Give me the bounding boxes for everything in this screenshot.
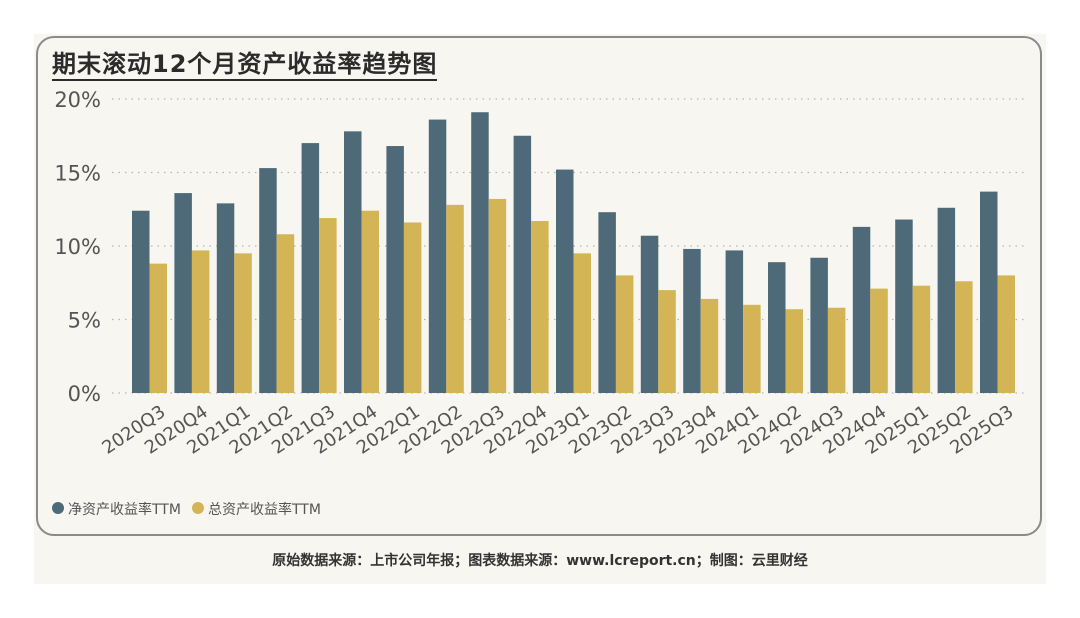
bar-roe [640,235,659,393]
x-axis-ticks: 2020Q32020Q42021Q12021Q22021Q32021Q42022… [98,401,1017,458]
bar-roa [658,290,676,393]
source-note: 原始数据来源：上市公司年报；图表数据来源：www.lcreport.cn；制图：… [272,553,808,569]
bar-roa [191,250,210,393]
y-tick-label: 20% [54,88,101,112]
bar-roe [768,262,786,393]
bar-roa [615,275,634,393]
bar-roa [955,281,973,393]
legend-label: 总资产收益率TTM [208,501,321,518]
bar-roe [810,257,828,393]
y-tick-label: 0% [68,382,101,406]
bar-roe [428,119,447,393]
bar-roa [276,234,295,393]
bar-roe [683,248,701,393]
bar-roa [531,221,549,393]
bar-roa [234,253,252,393]
y-tick-label: 15% [54,162,101,186]
bar-roe [301,143,320,393]
y-tick-label: 10% [54,235,101,259]
legend: 净资产收益率TTM 总资产收益率TTM [52,501,321,518]
bar-roe [344,131,362,393]
bars [132,112,1015,393]
bar-roe [937,207,956,393]
bar-roa [827,307,846,393]
bar-roa [573,253,591,393]
legend-label: 净资产收益率TTM [68,501,181,518]
bar-roa [149,263,167,393]
bar-roa [785,309,803,393]
y-tick-label: 5% [68,309,101,333]
bar-roe [174,193,192,393]
bar-roa [403,222,422,393]
chart-title: 期末滚动12个月资产收益率趋势图 [52,50,438,81]
bar-roa [446,204,464,393]
bar-roe [132,210,150,393]
bar-roe [386,146,404,393]
bar-roe [216,203,235,393]
bar-roa [870,288,888,393]
bar-roa [361,210,379,393]
bar-roe [980,191,998,393]
bar-roe [598,212,616,393]
bar-roe [556,169,574,393]
bar-roa [319,218,337,393]
bar-roa [743,304,761,393]
bar-roa [997,275,1015,393]
bar-roe [895,219,913,393]
bar-roe [513,135,532,393]
bar-roe [471,112,489,393]
bar-roa [488,198,507,393]
legend-marker [192,502,204,514]
bar-roa [700,298,719,393]
bar-roe [852,226,871,393]
y-axis-ticks: 0% 5% 10% 15% 20% [54,88,101,406]
bar-roa [912,285,931,393]
legend-marker [52,502,64,514]
bar-roe [725,250,744,393]
bar-roe [259,168,277,393]
